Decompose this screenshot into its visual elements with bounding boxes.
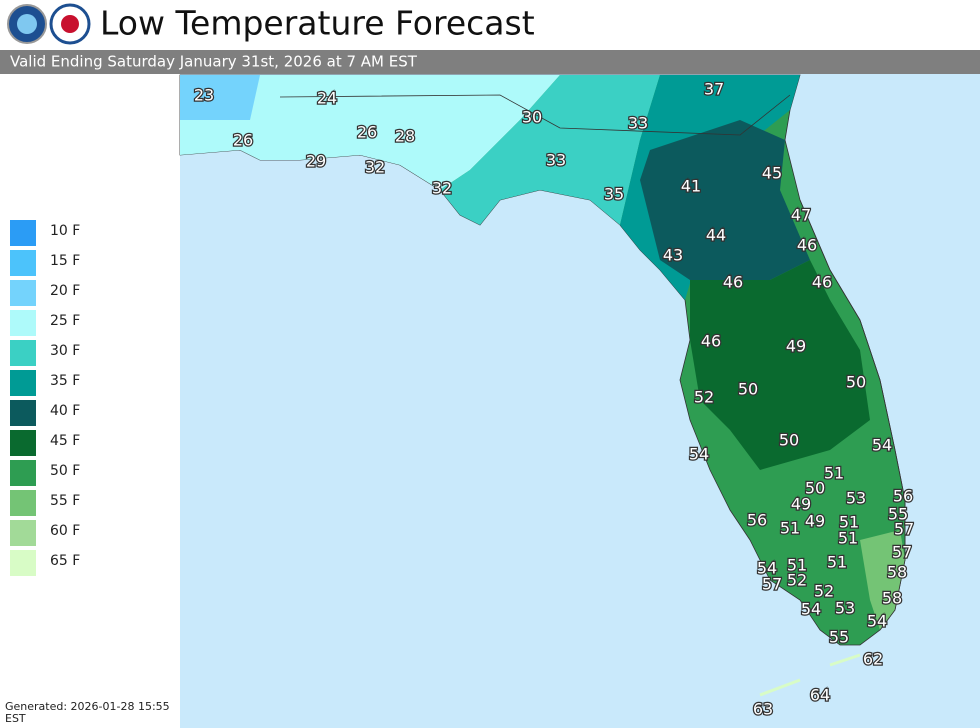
legend-swatch <box>10 490 36 516</box>
legend-label: 10 F <box>50 223 80 239</box>
temperature-label: 55 <box>888 505 908 524</box>
temperature-label: 51 <box>787 556 807 575</box>
temperature-label: 47 <box>791 206 811 225</box>
subtitle-bar <box>0 50 980 74</box>
temperature-label: 52 <box>814 582 834 601</box>
temperature-label: 51 <box>827 553 847 572</box>
legend-swatch <box>10 400 36 426</box>
legend-swatch <box>10 430 36 456</box>
legend: 10 F 15 F 20 F 25 F 30 F 35 F 40 F 45 F 50 F 55 F… <box>10 220 80 576</box>
temperature-label: 50 <box>846 373 866 392</box>
temperature-label: 52 <box>787 571 807 590</box>
temperature-label: 51 <box>780 519 800 538</box>
temperature-label: 45 <box>762 164 782 183</box>
temperature-label: 37 <box>704 80 724 99</box>
temperature-label: 54 <box>757 559 777 578</box>
temperature-label: 51 <box>839 513 859 532</box>
legend-label: 20 F <box>50 283 80 299</box>
temperature-label: 46 <box>797 236 817 255</box>
title: Low Temperature Forecast <box>100 4 535 43</box>
temperature-label: 46 <box>723 273 743 292</box>
temperature-label: 46 <box>812 273 832 292</box>
temperature-label: 56 <box>893 487 913 506</box>
header-bar <box>0 0 980 50</box>
temperature-label: 41 <box>681 177 701 196</box>
time-zone: EST <box>5 712 26 725</box>
temperature-label: 24 <box>317 89 337 108</box>
temperature-label: 50 <box>738 380 758 399</box>
temperature-label: 51 <box>824 464 844 483</box>
temperature-label: 28 <box>395 127 415 146</box>
temperature-label: 23 <box>194 86 214 105</box>
temperature-label: 58 <box>887 563 907 582</box>
temperature-label: 30 <box>522 108 542 127</box>
temperature-label: 49 <box>791 495 811 514</box>
legend-swatch <box>10 250 36 276</box>
temperature-label: 54 <box>872 436 892 455</box>
legend-swatch <box>10 280 36 306</box>
temperature-label: 58 <box>882 589 902 608</box>
temperature-label: 53 <box>835 599 855 618</box>
legend-label: 15 F <box>50 253 80 269</box>
temperature-label: 63 <box>753 700 773 719</box>
temperature-label: 54 <box>867 612 887 631</box>
legend-swatch <box>10 550 36 576</box>
temperature-label: 54 <box>689 445 709 464</box>
temperature-label: 26 <box>233 131 253 150</box>
temperature-label: 33 <box>546 151 566 170</box>
legend-label: 60 F <box>50 523 80 539</box>
temperature-label: 26 <box>357 123 377 142</box>
temperature-label: 46 <box>701 332 721 351</box>
temperature-label: 56 <box>747 511 767 530</box>
legend-swatch <box>10 460 36 486</box>
temperature-label: 52 <box>694 388 714 407</box>
temperature-label: 64 <box>810 686 830 705</box>
legend-label: 45 F <box>50 433 80 449</box>
temperature-label: 33 <box>628 114 648 133</box>
temperature-label: 49 <box>786 337 806 356</box>
temperature-label: 62 <box>863 650 883 669</box>
legend-swatch <box>10 220 36 246</box>
land <box>179 74 906 697</box>
legend-swatch <box>10 370 36 396</box>
temperature-label: 29 <box>306 152 326 171</box>
generated-text: Generated: 2026-01-28 15:55 <box>5 700 170 713</box>
legend-swatch <box>10 310 36 336</box>
legend-label: 25 F <box>50 313 80 329</box>
logos <box>7 3 91 45</box>
temperature-label: 32 <box>365 158 385 177</box>
legend-label: 50 F <box>50 463 80 479</box>
legend-label: 40 F <box>50 403 80 419</box>
temperature-label: 57 <box>762 575 782 594</box>
temperature-label: 32 <box>432 179 452 198</box>
temperature-label: 53 <box>846 489 866 508</box>
temperature-label: 43 <box>663 246 683 265</box>
temperature-label: 35 <box>604 185 624 204</box>
legend-label: 35 F <box>50 373 80 389</box>
legend-label: 30 F <box>50 343 80 359</box>
temperature-label: 57 <box>894 520 914 539</box>
legend-label: 65 F <box>50 553 80 569</box>
temperature-label: 55 <box>829 628 849 647</box>
temperature-labels: 23 24 26 26 28 29 32 32 30 33 37 33 35 41 45 47 46 43 44 46… <box>193 78 916 720</box>
legend-swatch <box>10 520 36 546</box>
temperature-label: 49 <box>805 512 825 531</box>
legend-swatch <box>10 340 36 366</box>
temperature-label: 51 <box>838 529 858 548</box>
temperature-label: 50 <box>805 479 825 498</box>
temperature-label: 44 <box>706 226 726 245</box>
temperature-label: 57 <box>892 543 912 562</box>
legend-label: 55 F <box>50 493 80 509</box>
temperature-label: 50 <box>779 431 799 450</box>
temperature-label: 54 <box>801 600 821 619</box>
subtitle: Valid Ending Saturday January 31st, 2026… <box>10 53 418 71</box>
